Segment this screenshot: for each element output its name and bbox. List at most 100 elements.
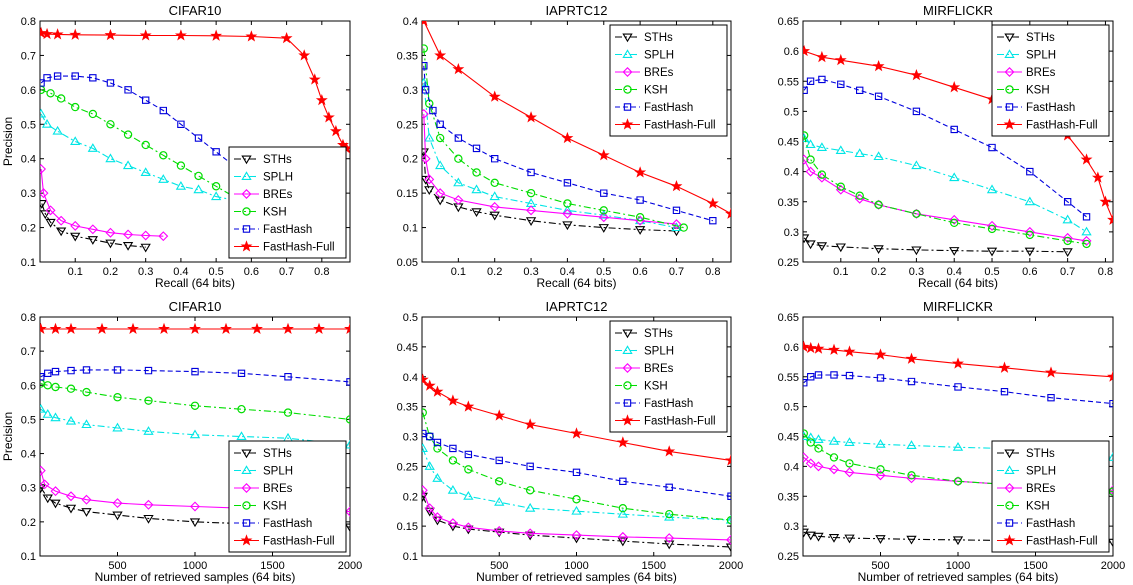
data-point (82, 366, 91, 374)
data-point (949, 214, 960, 225)
data-point (141, 96, 150, 104)
data-point (435, 160, 446, 170)
data-point (66, 384, 76, 393)
y-tick-label: 0.55 (778, 372, 799, 384)
data-point (432, 473, 443, 482)
y-tick-label: 0.7 (21, 346, 36, 358)
data-point (463, 522, 474, 533)
legend-marker (622, 49, 633, 58)
legend-marker (242, 207, 251, 216)
legend-marker (240, 534, 253, 546)
legend-label: BREs (644, 363, 674, 375)
data-point (422, 21, 428, 27)
data-point (87, 236, 99, 245)
data-point (806, 77, 815, 85)
y-tick-label: 0.7 (21, 50, 36, 62)
data-point (344, 322, 350, 335)
data-point (140, 230, 151, 241)
data-point (45, 205, 56, 216)
data-point (1000, 387, 1009, 396)
data-point (71, 72, 79, 80)
data-point (876, 465, 885, 474)
data-point (40, 164, 47, 175)
data-point (113, 393, 122, 402)
legend-label: STHs (1026, 448, 1055, 460)
data-point (69, 28, 82, 40)
data-point (43, 74, 51, 82)
data-point (875, 535, 886, 544)
y-tick-label: 0.35 (397, 402, 418, 414)
data-point (89, 74, 97, 82)
y-tick-label: 0.1 (403, 551, 418, 563)
data-point (81, 508, 92, 517)
y-tick-label: 0.5 (21, 414, 36, 426)
x-tick-label: 0.8 (1098, 266, 1113, 278)
data-point (525, 111, 537, 123)
x-axis-label: Number of retrieved samples (64 bits) (858, 570, 1059, 584)
legend-label: STHs (644, 328, 673, 340)
y-tick-label: 0.5 (21, 119, 36, 131)
y-tick-label: 0.2 (403, 154, 418, 166)
data-point (1107, 452, 1113, 461)
data-point (805, 432, 816, 442)
data-point (81, 419, 92, 429)
y-tick-label: 0.4 (784, 167, 799, 179)
data-point (828, 343, 840, 355)
data-point (40, 403, 46, 413)
legend: STHs SPLH BREs KSH FastHash FastHash-Full (991, 24, 1110, 137)
data-point (211, 182, 221, 191)
data-point (618, 504, 628, 513)
legend: STHs SPLH BREs KSH FastHash FastHash-Full (228, 146, 347, 259)
x-tick-label: 1000 (564, 560, 588, 572)
legend-box (228, 440, 347, 553)
legend-label: KSH (1026, 501, 1050, 513)
data-point (494, 496, 505, 506)
x-tick-label: 0.5 (208, 266, 223, 278)
legend-label: SPLH (263, 172, 293, 184)
x-tick-label: 0.6 (1022, 266, 1037, 278)
data-point (463, 490, 474, 500)
data-point (422, 485, 428, 496)
data-point (563, 179, 572, 187)
y-tick-label: 0.45 (397, 342, 418, 354)
data-point (177, 120, 185, 128)
data-point (803, 452, 809, 463)
data-point (835, 145, 846, 155)
x-tick-label: 2000 (1101, 560, 1125, 572)
data-point (617, 531, 628, 542)
data-point (56, 215, 67, 226)
data-point (844, 467, 855, 478)
data-point (805, 139, 816, 149)
legend-box (991, 24, 1110, 137)
legend-box (609, 24, 728, 137)
data-point (105, 227, 116, 238)
x-tick-label: 0.6 (244, 266, 259, 278)
data-point (954, 383, 962, 391)
y-tick-label: 0.8 (21, 312, 36, 324)
x-tick-label: 0.8 (705, 266, 720, 278)
data-point (67, 366, 75, 375)
legend-marker (1003, 118, 1016, 130)
data-point (1026, 167, 1034, 176)
data-point (71, 102, 80, 112)
data-point (346, 378, 350, 386)
data-point (987, 220, 998, 231)
data-point (237, 369, 246, 378)
data-point (434, 49, 447, 61)
data-point (906, 440, 917, 449)
data-point (488, 90, 501, 102)
y-tick-label: 0.5 (784, 402, 799, 414)
y-tick-label: 0.3 (403, 85, 418, 97)
data-point (144, 366, 153, 375)
data-point (495, 477, 504, 486)
data-point (105, 239, 116, 249)
legend-marker (621, 118, 634, 130)
data-point (912, 107, 921, 116)
series-line (422, 432, 731, 497)
data-point (453, 177, 464, 187)
data-point (422, 86, 430, 94)
legend-marker (1004, 33, 1015, 43)
data-point (447, 484, 459, 494)
data-point (910, 68, 923, 81)
data-point (725, 514, 731, 524)
